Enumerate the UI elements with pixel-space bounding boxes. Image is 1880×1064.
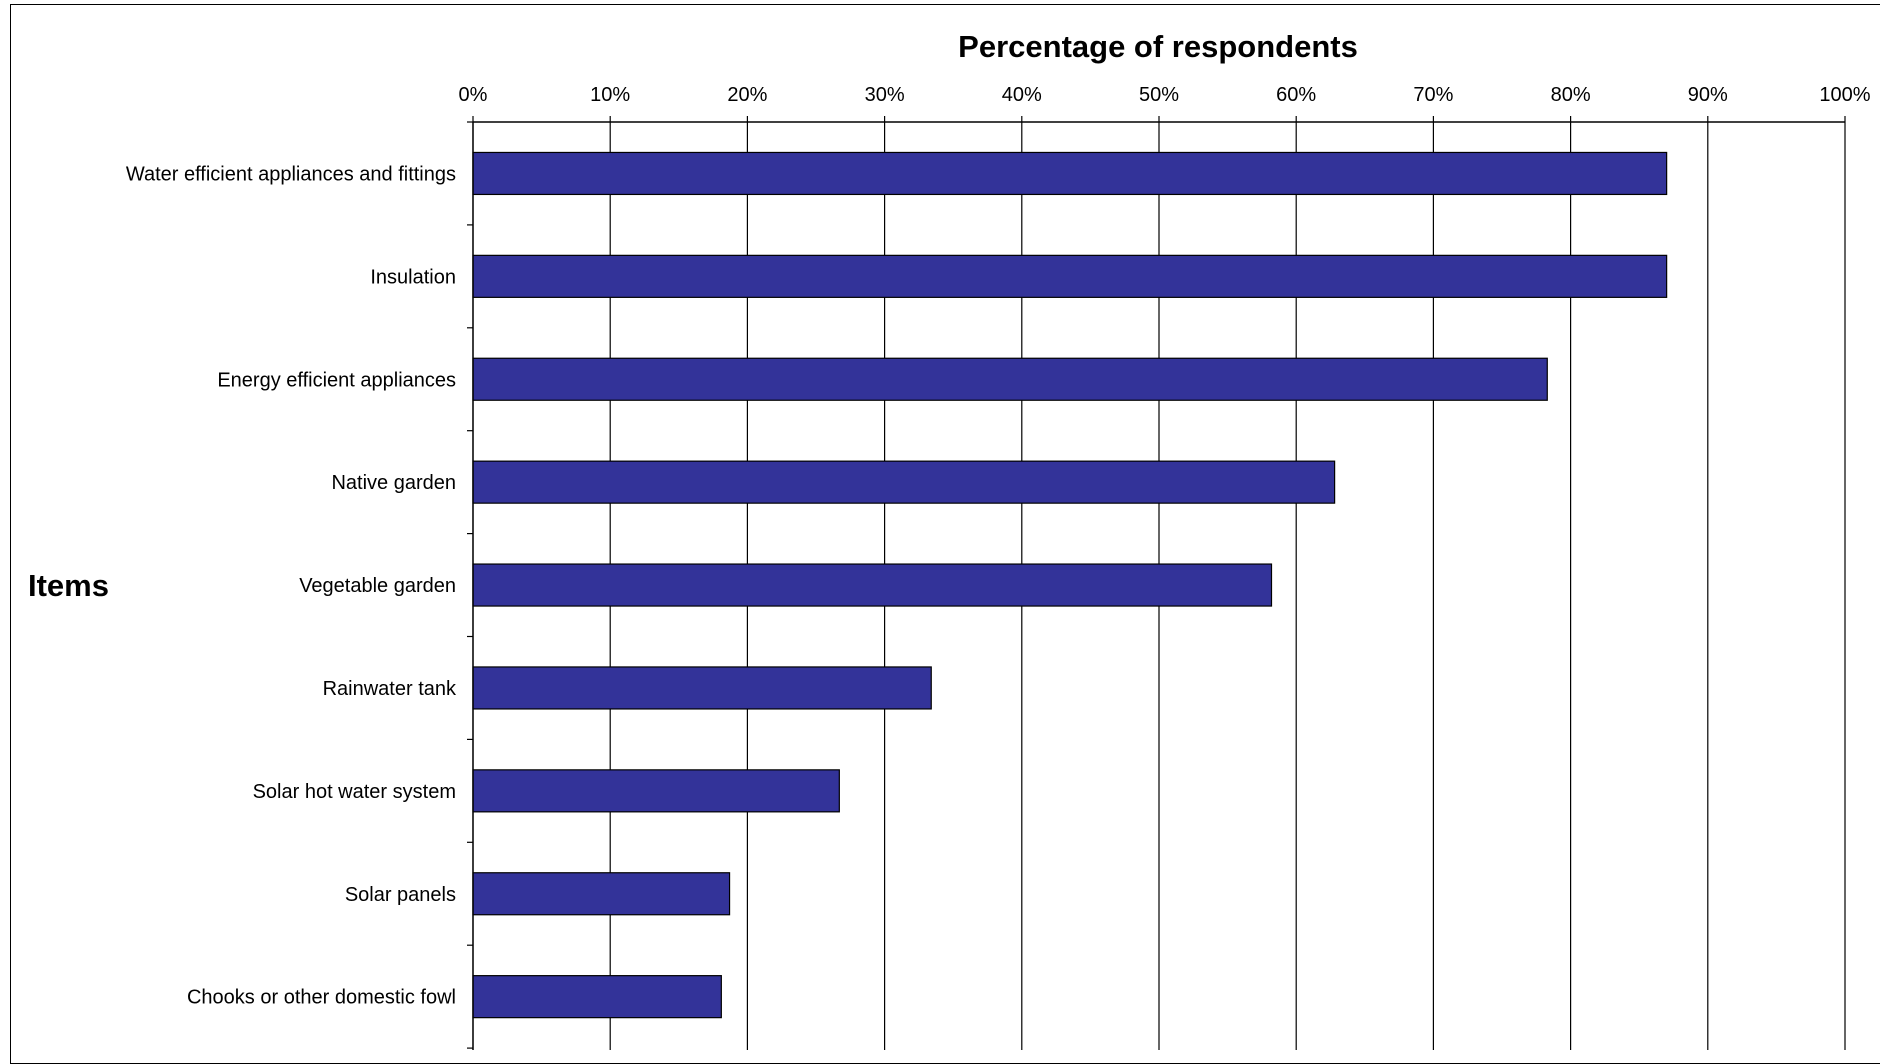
bar <box>472 975 722 1019</box>
bar <box>472 151 1668 196</box>
category-label: Energy efficient appliances <box>217 369 456 391</box>
bar <box>472 769 840 813</box>
y-axis-title: Items <box>28 568 109 603</box>
x-tick-label: 30% <box>865 84 905 106</box>
bar <box>472 460 1336 504</box>
bar <box>472 357 1548 401</box>
category-label: Native garden <box>331 472 456 494</box>
category-label: Vegetable garden <box>299 575 456 597</box>
category-label: Solar hot water system <box>253 781 456 803</box>
x-tick-label: 20% <box>727 84 767 106</box>
x-tick-label: 70% <box>1413 84 1453 106</box>
x-axis-title: Percentage of respondents <box>958 29 1358 64</box>
bar-layer <box>472 151 1668 1019</box>
x-tick-label: 60% <box>1276 84 1316 106</box>
x-tick-label: 90% <box>1688 84 1728 106</box>
x-tick-label: 50% <box>1139 84 1179 106</box>
category-label: Solar panels <box>345 884 456 906</box>
axis-layer: 0% 10% 20% 30% 40% 50% 60% 70% 80% 90% 100% Water e… <box>126 84 1871 1050</box>
x-tick-label: 80% <box>1551 84 1591 106</box>
bar <box>472 666 932 710</box>
bar <box>472 872 731 916</box>
x-tick-label: 40% <box>1002 84 1042 106</box>
x-tick-label: 10% <box>590 84 630 106</box>
x-tick-label: 100% <box>1819 84 1870 106</box>
category-label: Water efficient appliances and fittings <box>126 163 456 185</box>
category-label: Insulation <box>370 266 456 288</box>
category-label: Chooks or other domestic fowl <box>187 987 456 1009</box>
x-tick-label: 0% <box>459 84 488 106</box>
category-label: Rainwater tank <box>323 678 457 700</box>
bar <box>472 563 1273 607</box>
bar <box>472 254 1668 298</box>
